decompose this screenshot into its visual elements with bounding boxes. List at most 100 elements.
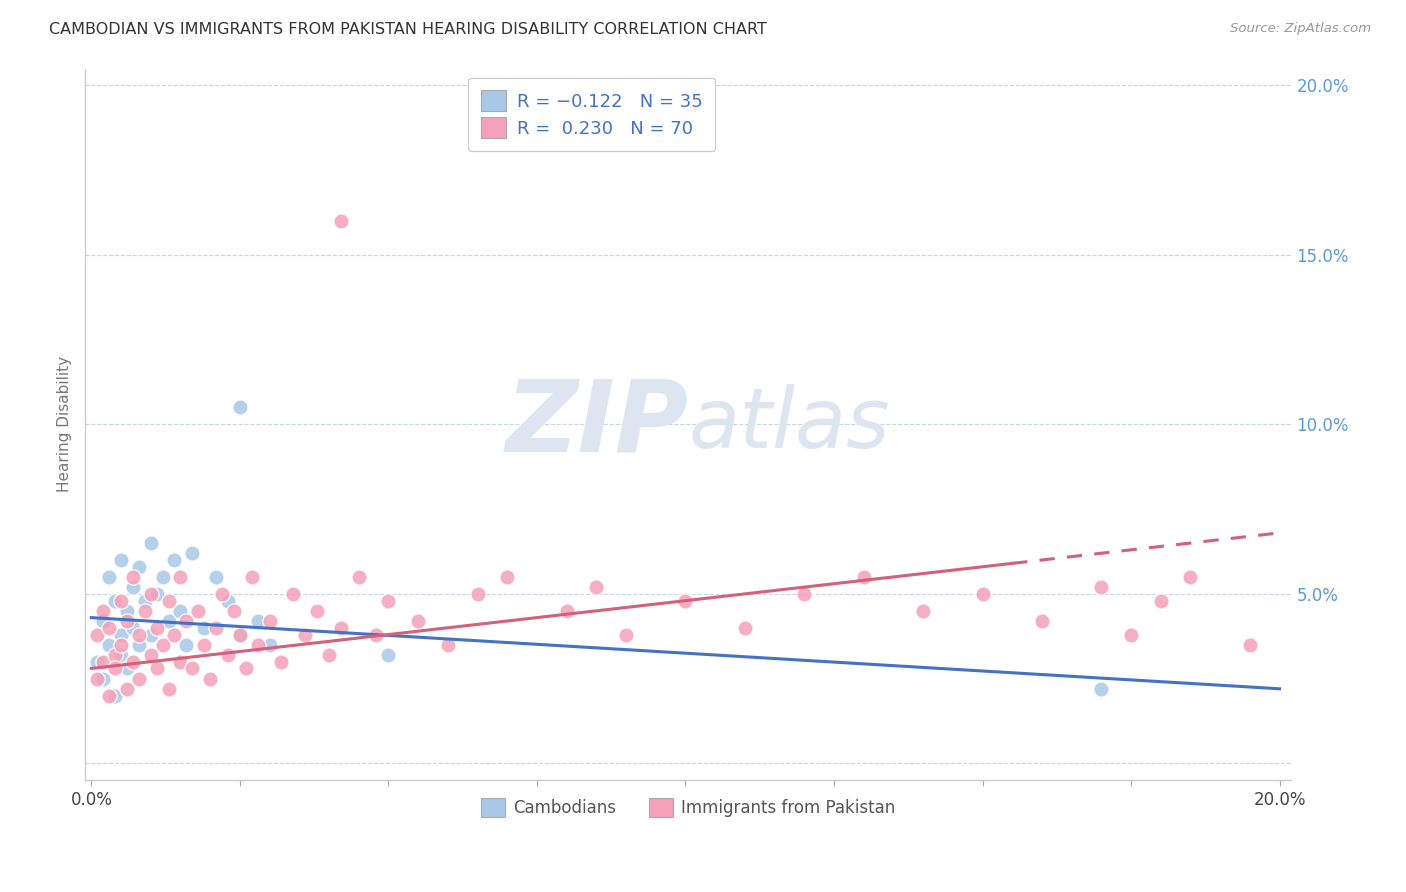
- Point: [217, 593, 239, 607]
- Point: [176, 614, 198, 628]
- Legend: Cambodians, Immigrants from Pakistan: Cambodians, Immigrants from Pakistan: [474, 789, 904, 825]
- Point: [1031, 614, 1053, 628]
- Point: [614, 627, 637, 641]
- Point: [198, 672, 221, 686]
- Point: [122, 580, 145, 594]
- Point: [240, 570, 263, 584]
- Point: [283, 587, 305, 601]
- Point: [157, 681, 180, 696]
- Point: [91, 604, 114, 618]
- Point: [115, 614, 138, 628]
- Point: [139, 648, 162, 662]
- Point: [1090, 681, 1112, 696]
- Point: [169, 570, 191, 584]
- Point: [110, 638, 132, 652]
- Point: [115, 681, 138, 696]
- Point: [436, 638, 458, 652]
- Point: [128, 559, 150, 574]
- Point: [104, 593, 127, 607]
- Point: [115, 604, 138, 618]
- Point: [205, 570, 228, 584]
- Point: [86, 655, 108, 669]
- Point: [176, 638, 198, 652]
- Point: [294, 627, 316, 641]
- Point: [377, 593, 399, 607]
- Point: [91, 672, 114, 686]
- Point: [110, 593, 132, 607]
- Point: [91, 655, 114, 669]
- Point: [104, 661, 127, 675]
- Point: [259, 638, 281, 652]
- Point: [134, 604, 156, 618]
- Point: [98, 570, 121, 584]
- Text: CAMBODIAN VS IMMIGRANTS FROM PAKISTAN HEARING DISABILITY CORRELATION CHART: CAMBODIAN VS IMMIGRANTS FROM PAKISTAN HE…: [49, 22, 768, 37]
- Point: [86, 627, 108, 641]
- Point: [122, 570, 145, 584]
- Point: [139, 587, 162, 601]
- Point: [734, 621, 756, 635]
- Point: [467, 587, 489, 601]
- Point: [211, 587, 233, 601]
- Point: [128, 627, 150, 641]
- Point: [110, 553, 132, 567]
- Point: [145, 587, 167, 601]
- Point: [134, 593, 156, 607]
- Point: [98, 638, 121, 652]
- Point: [169, 604, 191, 618]
- Point: [377, 648, 399, 662]
- Point: [1150, 593, 1173, 607]
- Point: [585, 580, 607, 594]
- Point: [1180, 570, 1202, 584]
- Point: [157, 614, 180, 628]
- Point: [1090, 580, 1112, 594]
- Point: [229, 627, 252, 641]
- Point: [329, 621, 352, 635]
- Text: atlas: atlas: [689, 384, 890, 465]
- Point: [912, 604, 935, 618]
- Point: [152, 638, 174, 652]
- Point: [259, 614, 281, 628]
- Text: Source: ZipAtlas.com: Source: ZipAtlas.com: [1230, 22, 1371, 36]
- Point: [222, 604, 245, 618]
- Point: [406, 614, 429, 628]
- Point: [115, 661, 138, 675]
- Y-axis label: Hearing Disability: Hearing Disability: [58, 356, 72, 492]
- Point: [181, 661, 204, 675]
- Point: [270, 655, 292, 669]
- Point: [128, 638, 150, 652]
- Point: [852, 570, 875, 584]
- Point: [145, 621, 167, 635]
- Point: [205, 621, 228, 635]
- Point: [139, 536, 162, 550]
- Point: [98, 621, 121, 635]
- Point: [139, 627, 162, 641]
- Point: [972, 587, 994, 601]
- Point: [145, 661, 167, 675]
- Point: [193, 621, 215, 635]
- Point: [128, 672, 150, 686]
- Point: [98, 689, 121, 703]
- Point: [163, 627, 186, 641]
- Point: [1239, 638, 1261, 652]
- Point: [229, 401, 252, 415]
- Text: ZIP: ZIP: [505, 376, 689, 473]
- Point: [163, 553, 186, 567]
- Point: [307, 604, 329, 618]
- Point: [366, 627, 388, 641]
- Point: [217, 648, 239, 662]
- Point: [347, 570, 370, 584]
- Point: [110, 648, 132, 662]
- Point: [675, 593, 697, 607]
- Point: [187, 604, 209, 618]
- Point: [122, 621, 145, 635]
- Point: [318, 648, 340, 662]
- Point: [104, 648, 127, 662]
- Point: [229, 627, 252, 641]
- Point: [246, 638, 269, 652]
- Point: [793, 587, 815, 601]
- Point: [496, 570, 519, 584]
- Point: [193, 638, 215, 652]
- Point: [104, 689, 127, 703]
- Point: [329, 214, 352, 228]
- Point: [169, 655, 191, 669]
